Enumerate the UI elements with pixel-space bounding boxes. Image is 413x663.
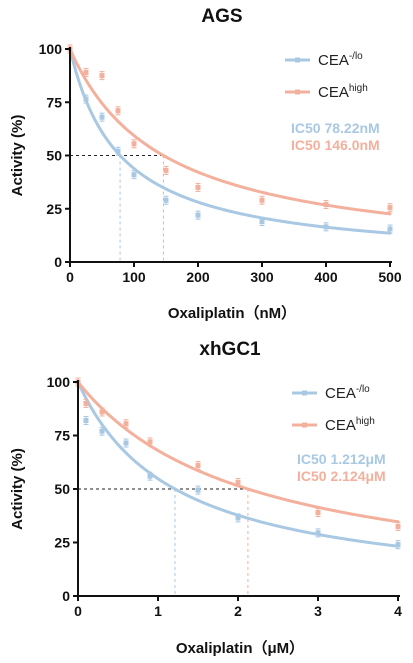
- legend-swatch-marker: [302, 422, 307, 428]
- data-point: [195, 184, 201, 190]
- data-point: [83, 69, 89, 75]
- y-axis-label: Activity (%): [9, 448, 26, 530]
- data-point: [147, 439, 153, 445]
- y-tick-label: 50: [54, 481, 70, 497]
- ic50-annotation: IC50 146.0nM: [291, 137, 380, 153]
- chart-panel-xhgc1: xhGC1 0 1 2 3 4 0 25 50 75 100 Oxaliplatin（μM） Activ…: [9, 339, 402, 657]
- data-point: [323, 224, 329, 230]
- data-point: [395, 523, 401, 529]
- y-tick-label: 0: [54, 254, 62, 270]
- ic50-annotation: IC50 1.212μM: [297, 451, 386, 467]
- y-tick-label: 25: [54, 535, 70, 551]
- data-point: [195, 462, 201, 468]
- ic50-annotation: IC50 2.124μM: [297, 468, 386, 484]
- data-point: [395, 542, 401, 548]
- data-point: [147, 473, 153, 479]
- x-axis-label: Oxaliplatin（μM）: [176, 639, 304, 657]
- legend-entry-name: CEA: [318, 84, 349, 101]
- x-tick-label: 4: [394, 603, 402, 619]
- ic50-annotation: IC50 78.22nM: [291, 120, 380, 136]
- y-tick-label: 75: [54, 428, 70, 444]
- data-point: [115, 148, 121, 154]
- data-point: [115, 108, 121, 114]
- data-point: [163, 197, 169, 203]
- data-point: [123, 440, 129, 446]
- legend-entry-superscript: high: [349, 83, 368, 94]
- data-point: [163, 167, 169, 173]
- x-tick-label: 1: [154, 603, 162, 619]
- x-tick-label: 300: [250, 269, 274, 285]
- y-tick-label: 75: [46, 94, 62, 110]
- legend-swatch-marker: [295, 89, 300, 95]
- y-tick-label: 100: [47, 374, 71, 390]
- legend-entry-superscript: high: [356, 416, 375, 427]
- data-point: [259, 197, 265, 203]
- legend-entry: CEA-/lo: [325, 384, 370, 402]
- legend-entry-name: CEA: [325, 417, 356, 434]
- legend-swatch-marker: [295, 57, 300, 63]
- y-tick-label: 0: [62, 588, 70, 604]
- y-tick-label: 50: [46, 148, 62, 164]
- data-point: [99, 409, 105, 415]
- legend-entry: CEAhigh: [318, 83, 368, 101]
- x-tick-label: 0: [66, 269, 74, 285]
- y-tick-label: 25: [46, 201, 62, 217]
- data-point: [99, 73, 105, 79]
- data-point: [99, 428, 105, 434]
- fit-curve-lo: [68, 47, 392, 235]
- data-point: [195, 487, 201, 493]
- data-point: [195, 212, 201, 218]
- legend-entry: CEA-/lo: [318, 51, 363, 69]
- data-point: [259, 219, 265, 225]
- data-point: [315, 510, 321, 516]
- y-tick-label: 100: [39, 41, 63, 57]
- legend-swatch-marker: [302, 390, 307, 396]
- data-point: [83, 96, 89, 102]
- data-point: [235, 480, 241, 486]
- data-point: [235, 515, 241, 521]
- legend-entry: CEAhigh: [325, 416, 375, 434]
- data-point: [387, 226, 393, 232]
- x-tick-label: 100: [122, 269, 146, 285]
- x-tick-label: 500: [378, 269, 402, 285]
- legend-entry-superscript: -/lo: [356, 384, 370, 395]
- legend-entry-name: CEA: [318, 52, 349, 69]
- x-tick-label: 400: [314, 269, 338, 285]
- data-point: [83, 400, 89, 406]
- chart-title: AGS: [201, 6, 242, 27]
- fit-curve-high: [68, 47, 392, 216]
- data-point: [387, 205, 393, 211]
- data-point: [83, 418, 89, 424]
- x-axis-label: Oxaliplatin（nM）: [168, 304, 296, 322]
- x-tick-label: 0: [74, 603, 82, 619]
- legend-entry-superscript: -/lo: [349, 51, 363, 62]
- data-point: [131, 141, 137, 147]
- x-tick-label: 2: [234, 603, 242, 619]
- chart-title: xhGC1: [199, 339, 261, 360]
- data-point: [123, 421, 129, 427]
- legend-entry-name: CEA: [325, 385, 356, 402]
- y-axis-label: Activity (%): [9, 115, 26, 197]
- data-point: [315, 530, 321, 536]
- data-point: [99, 114, 105, 120]
- chart-panel-ags: AGS 0 100 200 300 400 500 0 25 50 75 100 Oxaliplatin…: [9, 6, 402, 322]
- x-tick-label: 3: [314, 603, 322, 619]
- data-point: [323, 201, 329, 207]
- x-tick-label: 200: [186, 269, 210, 285]
- data-point: [131, 172, 137, 178]
